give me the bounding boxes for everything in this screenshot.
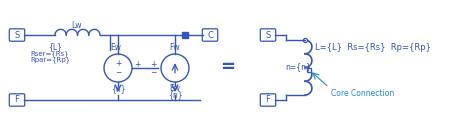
FancyBboxPatch shape xyxy=(260,29,275,41)
Text: L={L}  Rs={Rs}  Rp={Rp}: L={L} Rs={Rs} Rp={Rp} xyxy=(314,43,430,51)
Text: −: − xyxy=(115,69,121,77)
Text: F: F xyxy=(265,96,270,105)
Text: +: + xyxy=(115,58,121,67)
Text: F: F xyxy=(15,96,19,105)
FancyBboxPatch shape xyxy=(202,29,217,41)
Text: C: C xyxy=(207,31,213,40)
Text: Rpar={Rp}: Rpar={Rp} xyxy=(30,57,70,63)
FancyBboxPatch shape xyxy=(9,29,25,41)
Text: {n}: {n} xyxy=(111,84,125,93)
Text: n={n}: n={n} xyxy=(285,63,310,72)
Text: S: S xyxy=(265,31,270,40)
Text: Ew: Ew xyxy=(110,43,121,52)
Text: Core Connection: Core Connection xyxy=(330,89,393,98)
Text: =: = xyxy=(220,58,235,76)
Text: {L}: {L} xyxy=(48,43,62,51)
FancyBboxPatch shape xyxy=(9,94,25,106)
Text: {n}: {n} xyxy=(168,90,182,99)
Text: Rser={Rs}: Rser={Rs} xyxy=(31,51,69,57)
FancyBboxPatch shape xyxy=(260,94,275,106)
Text: Fw: Fw xyxy=(169,43,180,52)
Text: S: S xyxy=(14,31,20,40)
Text: Lw: Lw xyxy=(72,21,82,30)
Text: +: + xyxy=(150,60,157,69)
Text: −: − xyxy=(150,69,157,77)
Text: Ew: Ew xyxy=(169,84,180,93)
Text: +: + xyxy=(134,60,140,69)
